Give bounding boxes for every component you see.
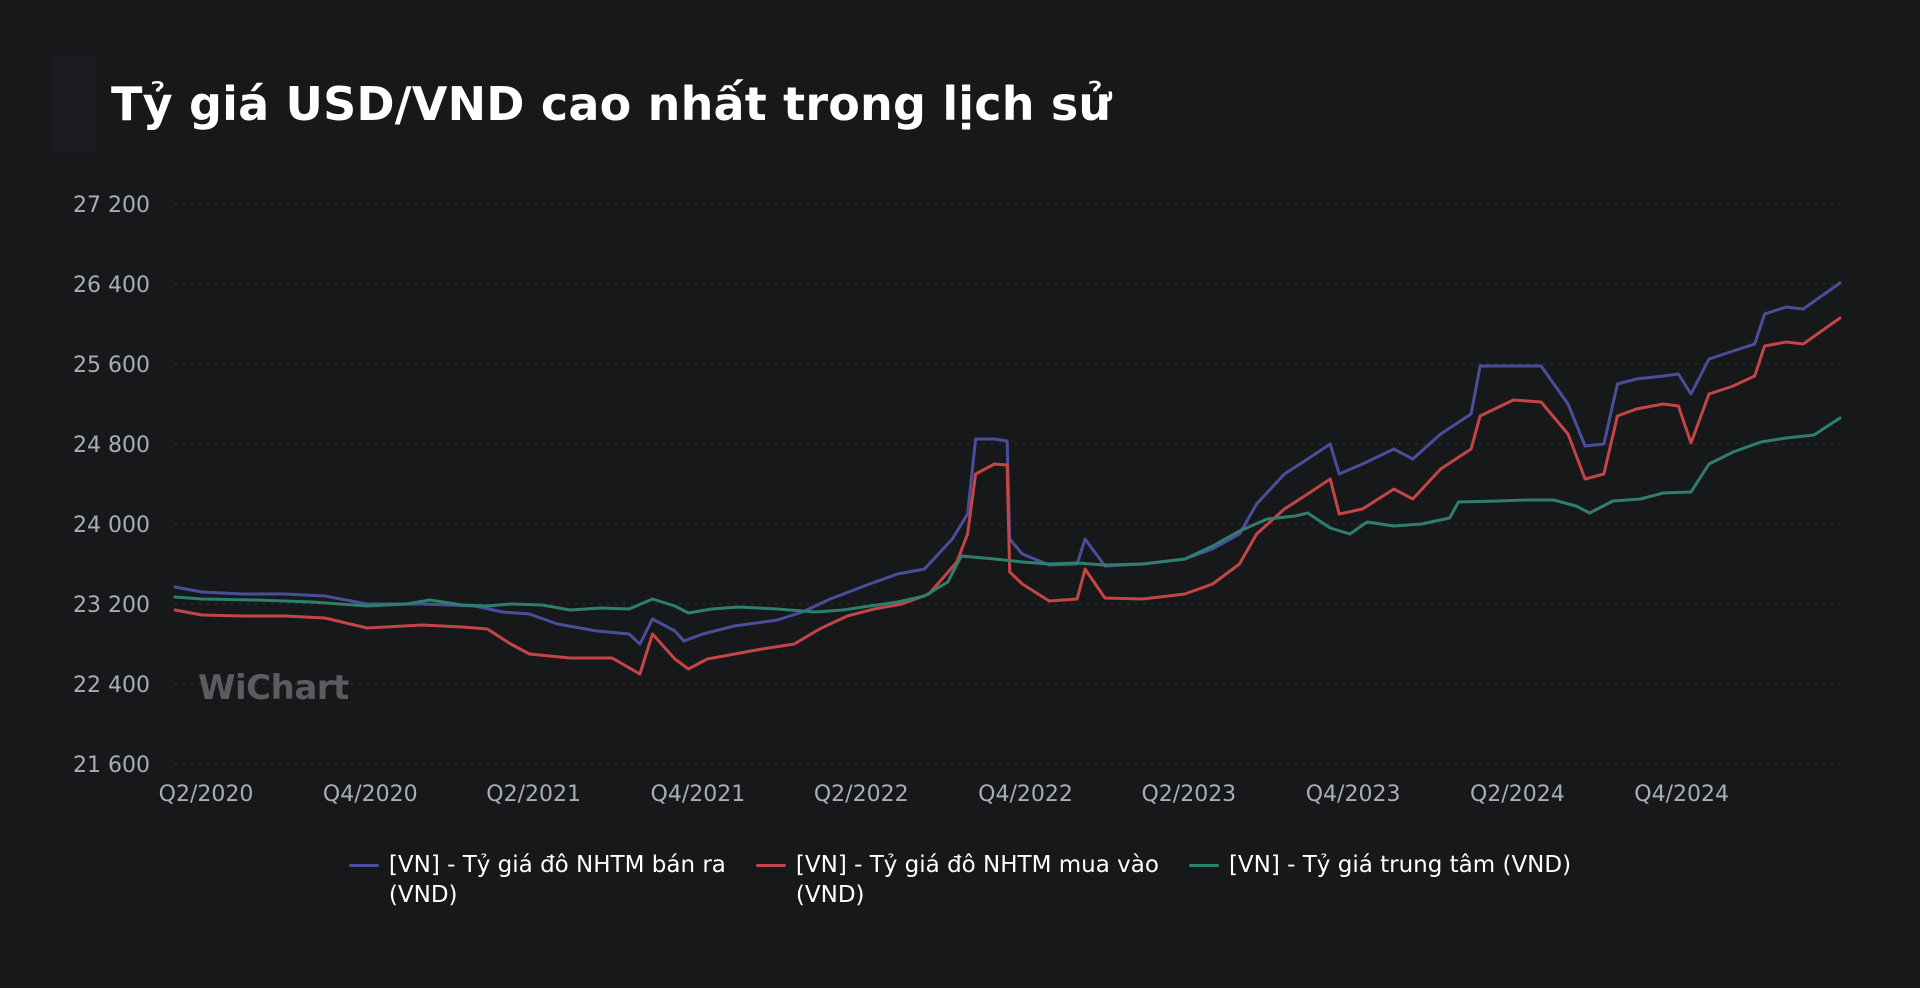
y-tick-label: 24 800: [73, 433, 150, 458]
y-tick-label: 24 000: [73, 513, 150, 538]
legend-label: [VN] - Tỷ giá trung tâm (VND): [1228, 852, 1572, 878]
series-line-0: [173, 281, 1842, 646]
y-tick-label: 26 400: [73, 273, 150, 298]
x-axis: Q2/2020 Q4/2020 Q2/2021 Q4/2021 Q2/2022 Q4/20…: [159, 782, 1729, 807]
chart-header: Tỷ giá USD/VND cao nhất trong lịch sử: [52, 56, 1111, 152]
y-axis: 21 600 22 400 23 200 24 000 24 800 25 600 26 4…: [73, 193, 150, 778]
x-tick-label: Q4/2024: [1634, 782, 1729, 807]
legend-item-2[interactable]: [VN] - Tỷ giá trung tâm (VND): [1188, 850, 1572, 910]
x-tick-label: Q4/2021: [651, 782, 746, 807]
x-tick-label: Q4/2020: [323, 782, 418, 807]
legend-swatch: [755, 864, 786, 867]
x-tick-label: Q4/2023: [1306, 782, 1401, 807]
legend-item-0[interactable]: [VN] - Tỷ giá đô NHTM bán ra (VND): [348, 850, 726, 910]
legend-label: [VN] - Tỷ giá đô NHTM bán ra (VND): [388, 852, 726, 908]
chart-title: Tỷ giá USD/VND cao nhất trong lịch sử: [111, 77, 1112, 131]
watermark-logo: WiChart: [198, 668, 349, 708]
y-tick-label: 21 600: [73, 753, 150, 778]
chart-legend: [VN] - Tỷ giá đô NHTM bán ra (VND) [VN] -…: [0, 850, 1920, 910]
y-tick-label: 27 200: [73, 193, 150, 218]
legend-label: [VN] - Tỷ giá đô NHTM mua vào (VND): [795, 852, 1159, 908]
x-tick-label: Q2/2022: [814, 782, 909, 807]
y-tick-label: 22 400: [73, 673, 150, 698]
legend-swatch: [1188, 864, 1219, 867]
y-tick-label: 23 200: [73, 593, 150, 618]
x-tick-label: Q2/2020: [159, 782, 254, 807]
legend-item-1[interactable]: [VN] - Tỷ giá đô NHTM mua vào (VND): [755, 850, 1159, 910]
series-lines: [173, 281, 1842, 676]
series-line-1: [173, 316, 1842, 676]
series-line-2: [173, 416, 1842, 615]
legend-swatch: [348, 864, 379, 867]
x-tick-label: Q4/2022: [978, 782, 1073, 807]
title-accent-block: [52, 56, 96, 152]
x-tick-label: Q2/2024: [1470, 782, 1565, 807]
y-tick-label: 25 600: [73, 353, 150, 378]
x-tick-label: Q2/2023: [1141, 782, 1236, 807]
x-tick-label: Q2/2021: [486, 782, 581, 807]
